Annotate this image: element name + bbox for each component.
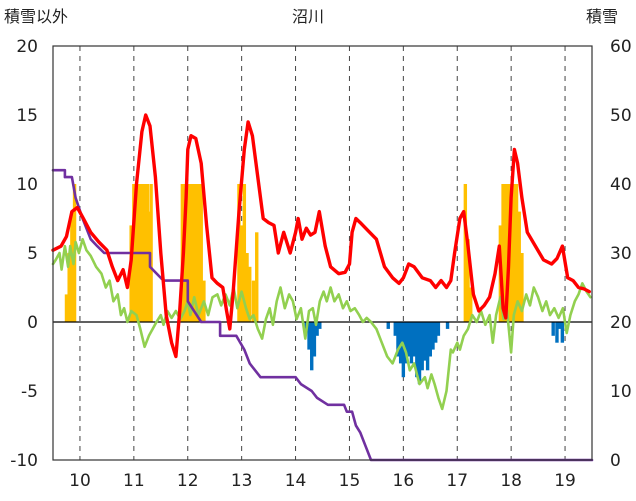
x-tick-label: 18 xyxy=(500,471,522,491)
bar-blue xyxy=(404,322,408,364)
bar-orange xyxy=(194,184,198,322)
bar-blue xyxy=(386,322,390,329)
bar-orange xyxy=(67,253,71,322)
grid xyxy=(79,46,566,460)
y-right-tick-label: 20 xyxy=(610,313,632,333)
bar-orange xyxy=(509,184,513,322)
bar-orange xyxy=(501,184,505,322)
bar-blue xyxy=(420,322,424,371)
y-right-tick-label: 0 xyxy=(610,451,621,471)
y-right-tick-label: 50 xyxy=(610,106,632,126)
y-left-tick-label: 5 xyxy=(27,244,38,264)
y-left-tick-label: -10 xyxy=(10,451,38,471)
bar-blue xyxy=(555,322,559,343)
bar-blue xyxy=(551,322,555,336)
bar-orange xyxy=(129,225,133,322)
bar-orange xyxy=(188,184,193,322)
x-tick-label: 19 xyxy=(554,471,576,491)
bar-orange xyxy=(237,184,241,322)
y-left-tick-label: -5 xyxy=(21,382,38,402)
bar-blue xyxy=(431,322,435,350)
x-tick-label: 13 xyxy=(231,471,253,491)
right-axis-title: 積雪 xyxy=(586,7,618,26)
x-tick-label: 10 xyxy=(69,471,91,491)
bar-blue xyxy=(428,322,432,357)
series-line-purple xyxy=(51,168,594,462)
bar-orange xyxy=(245,253,249,322)
bar-blue xyxy=(425,322,430,371)
bar-orange xyxy=(242,184,247,322)
bar-blue xyxy=(415,322,419,378)
bar-orange xyxy=(251,280,256,322)
left-axis-title: 積雪以外 xyxy=(4,7,68,26)
bar-orange xyxy=(199,184,203,322)
plot-frame xyxy=(52,45,593,461)
bar-blue xyxy=(557,322,562,329)
y-right-tick-label: 40 xyxy=(610,175,632,195)
bar-blue xyxy=(417,322,422,385)
x-tick-label: 15 xyxy=(339,471,361,491)
bar-blue xyxy=(393,322,397,336)
y-right-ticks: 60 50 40 30 20 10 0 xyxy=(610,37,632,471)
bar-blue xyxy=(560,322,565,343)
bar-blue xyxy=(409,322,414,364)
bar-orange xyxy=(196,184,201,322)
x-tick-label: 12 xyxy=(177,471,199,491)
bar-blue xyxy=(315,322,319,336)
bar-orange xyxy=(469,287,473,322)
bar-blue xyxy=(401,322,406,378)
bar-blue xyxy=(398,322,403,364)
bar-blue xyxy=(318,322,322,329)
y-left-tick-label: 20 xyxy=(16,37,38,57)
bar-orange xyxy=(191,184,195,322)
bar-orange xyxy=(255,232,259,322)
bar-orange xyxy=(463,184,468,322)
y-left-tick-label: 10 xyxy=(16,175,38,195)
series-line-red xyxy=(51,113,591,359)
bar-orange xyxy=(64,294,69,322)
bar-orange xyxy=(248,266,252,322)
bar-blue xyxy=(307,322,311,350)
x-ticks: 10 11 12 13 14 15 16 17 18 19 xyxy=(69,471,576,491)
y-right-tick-label: 30 xyxy=(610,244,632,264)
x-tick-label: 16 xyxy=(393,471,415,491)
y-right-tick-label: 10 xyxy=(610,382,632,402)
y-left-ticks: 20 15 10 5 0 -5 -10 xyxy=(10,37,38,471)
bar-blue xyxy=(407,322,411,357)
bar-blue xyxy=(312,322,317,357)
bar-orange xyxy=(512,184,516,322)
lines xyxy=(51,113,594,462)
bar-blue xyxy=(433,322,438,343)
bar-blue xyxy=(396,322,400,357)
x-tick-label: 14 xyxy=(285,471,307,491)
x-tick-label: 11 xyxy=(123,471,145,491)
bar-blue xyxy=(436,322,441,336)
y-left-tick-label: 0 xyxy=(27,313,38,333)
bar-orange xyxy=(70,211,74,322)
bar-orange xyxy=(517,211,521,322)
bar-orange xyxy=(520,253,524,322)
bar-blue xyxy=(445,322,450,329)
bar-orange xyxy=(504,184,508,322)
bar-blue xyxy=(310,322,314,371)
y-right-tick-label: 60 xyxy=(610,37,632,57)
bar-blue xyxy=(412,322,416,357)
bar-orange xyxy=(186,184,190,322)
bar-orange xyxy=(239,225,244,322)
bars-blue xyxy=(304,322,565,385)
y-left-tick-label: 15 xyxy=(16,106,38,126)
bar-blue xyxy=(423,322,427,361)
bar-orange xyxy=(466,239,470,322)
x-tick-label: 17 xyxy=(446,471,468,491)
bar-orange xyxy=(514,184,519,322)
chart-title: 沼川 xyxy=(292,7,324,26)
